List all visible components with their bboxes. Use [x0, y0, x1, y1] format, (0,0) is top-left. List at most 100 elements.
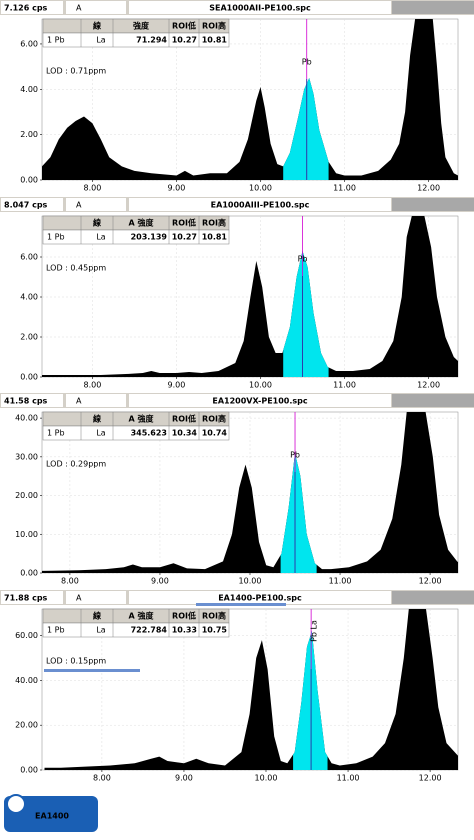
y-tick-label: 4.00 [20, 85, 38, 94]
header-cell [129, 198, 391, 211]
y-tick-label: 0.00 [20, 176, 38, 185]
table-header: 線 [93, 414, 101, 424]
spectrum [42, 412, 458, 573]
x-tick-label: 8.00 [84, 184, 102, 193]
x-tick-label: 11.00 [337, 774, 360, 783]
table-cell: La [96, 233, 105, 242]
x-tick-label: 12.00 [417, 381, 440, 390]
roi-area [283, 251, 329, 377]
x-tick-label: 11.00 [333, 184, 356, 193]
y-tick-label: 2.00 [20, 130, 38, 139]
spectrum-area [42, 412, 458, 573]
roi [280, 453, 317, 573]
header-cell [1, 1, 63, 14]
table-header: ROI低 [172, 611, 196, 621]
file-name: EA1400-PE100.spc [218, 594, 302, 603]
table-cell: La [96, 36, 105, 45]
header-cell [129, 1, 391, 14]
table-cell: 10.27 [172, 233, 197, 242]
table-header: 線 [93, 611, 101, 621]
lod: LOD : 0.29ppm [46, 460, 106, 469]
logo: EA1400 [35, 812, 69, 821]
table-header: 強度 [133, 21, 150, 31]
y-tick-label: 40.00 [15, 414, 38, 423]
lod: LOD : 0.45ppm [46, 264, 106, 273]
table-cell: 1 Pb [47, 626, 65, 635]
header-cell [129, 394, 391, 407]
file-name: EA1000AIII-PE100.spc [211, 201, 310, 210]
channel: A [76, 201, 82, 210]
y-tick-label: 2.00 [20, 333, 38, 342]
roi-area [283, 78, 329, 180]
x-tick-label: 12.00 [419, 577, 442, 586]
y-tick-label: 60.00 [15, 631, 38, 640]
table-cell: 10.74 [202, 429, 228, 438]
y-tick-label: 0.00 [20, 569, 38, 578]
table-cell: La [96, 429, 105, 438]
header-fill [392, 394, 474, 407]
table-cell: La [96, 626, 105, 635]
table-cell: 10.81 [202, 233, 228, 242]
highlight [44, 669, 140, 672]
lod: LOD : 0.15ppm [46, 657, 106, 666]
channel: A [76, 4, 82, 13]
x-tick-label: 9.00 [168, 184, 186, 193]
spectrum-area [42, 216, 458, 377]
roi-area [293, 631, 328, 770]
y-tick-label: 20.00 [15, 491, 38, 500]
y-tick-label: 30.00 [15, 452, 38, 461]
highlight [196, 603, 286, 606]
roi [293, 631, 328, 770]
marker-label: Pb [298, 255, 308, 264]
x-tick-label: 8.00 [93, 774, 111, 783]
table-header: ROI高 [202, 414, 226, 424]
marker-label: Pb [290, 451, 300, 460]
x-tick-label: 8.00 [61, 577, 79, 586]
table-header: 線 [93, 21, 101, 31]
table-header: A 強度 [129, 414, 155, 424]
spectrum [42, 19, 458, 180]
table-header: ROI高 [202, 611, 226, 621]
y-tick-label: 40.00 [15, 676, 38, 685]
table-header: ROI低 [172, 21, 196, 31]
table-header: 線 [93, 218, 101, 228]
roi-area [280, 453, 317, 573]
y-tick-label: 0.00 [20, 373, 38, 382]
logo-icon [6, 794, 26, 814]
lod: LOD : 0.71ppm [46, 67, 106, 76]
marker-label: Pb [302, 58, 312, 67]
table-cell: 1 Pb [47, 233, 65, 242]
table-header: A 強度 [129, 611, 155, 621]
table-row-bg [42, 425, 230, 441]
x-tick-label: 8.00 [84, 381, 102, 390]
header-fill [392, 591, 474, 604]
header-fill [392, 198, 474, 211]
table-row-bg [42, 622, 230, 638]
table-cell: 1 Pb [47, 36, 65, 45]
table-cell: 10.33 [172, 626, 197, 635]
roi [283, 78, 329, 180]
header-cell [129, 591, 391, 604]
table-row-bg [42, 32, 230, 48]
header-cell [1, 591, 63, 604]
header-cell [66, 394, 126, 407]
table-cell: 345.623 [131, 429, 167, 438]
channel: A [76, 594, 82, 603]
file-name: SEA1000AII-PE100.spc [209, 4, 311, 13]
file-name: EA1200VX-PE100.spc [212, 397, 308, 406]
spectrum [44, 609, 458, 770]
table-row-bg [42, 229, 230, 245]
table-cell: 10.34 [172, 429, 198, 438]
header-cell [66, 1, 126, 14]
cps: 7.126 cps [4, 4, 48, 13]
header-cell [66, 198, 126, 211]
table-header: ROI高 [202, 21, 226, 31]
y-tick-label: 0.00 [20, 766, 38, 775]
x-tick-label: 10.00 [249, 381, 272, 390]
header-cell [66, 591, 126, 604]
x-tick-label: 9.00 [151, 577, 169, 586]
x-tick-label: 9.00 [168, 381, 186, 390]
x-tick-label: 10.00 [239, 577, 262, 586]
table-cell: 1 Pb [47, 429, 65, 438]
